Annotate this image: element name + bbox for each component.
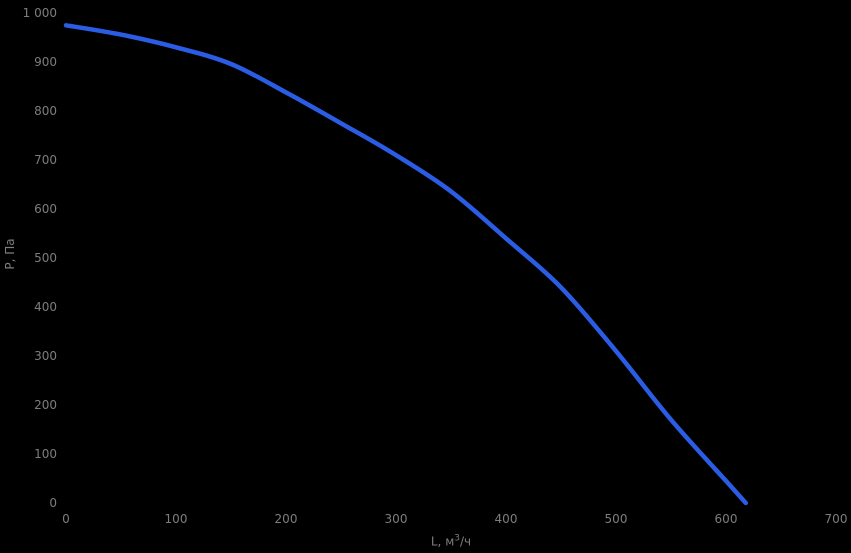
y-tick-label: 600 [34, 202, 57, 216]
x-tick-label: 400 [494, 512, 518, 526]
y-tick-label: 0 [49, 496, 57, 510]
y-tick-label: 300 [34, 349, 57, 363]
y-tick-label: 1 000 [22, 6, 57, 20]
x-tick-label: 100 [164, 512, 188, 526]
x-tick-label: 0 [62, 512, 70, 526]
y-axis-title: P, Па [3, 238, 17, 270]
y-tick-label: 500 [34, 251, 57, 265]
x-tick-label: 300 [384, 512, 408, 526]
y-tick-label: 200 [34, 398, 57, 412]
x-tick-label: 600 [714, 512, 738, 526]
y-tick-label: 400 [34, 300, 57, 314]
y-tick-label: 700 [34, 153, 57, 167]
curve-line [63, 23, 749, 506]
x-tick-label: 500 [604, 512, 628, 526]
x-axis-title: L, м3/ч [430, 533, 472, 549]
y-tick-label: 100 [34, 447, 57, 461]
x-tick-label: 200 [274, 512, 298, 526]
y-tick-label: 800 [34, 104, 57, 118]
x-tick-label: 700 [824, 512, 848, 526]
y-tick-label: 900 [34, 55, 57, 69]
